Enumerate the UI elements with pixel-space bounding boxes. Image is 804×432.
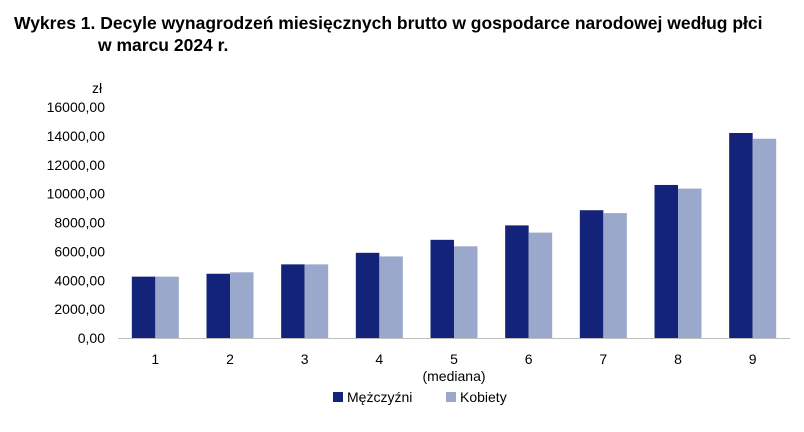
y-tick-label: 10000,00: [47, 186, 106, 202]
bar-mężczyźni-2: [206, 273, 230, 338]
bar-mężczyźni-6: [505, 225, 529, 338]
x-tick-label: 7: [599, 351, 607, 367]
legend: Mężczyźni Kobiety: [333, 389, 507, 405]
x-tick-label: 1: [151, 351, 159, 367]
bar-mężczyźni-5: [430, 239, 454, 338]
y-tick-label: 8000,00: [54, 215, 105, 231]
bar-kobiety-4: [379, 256, 403, 338]
x-tick-label: 9: [749, 351, 757, 367]
y-tick-label: 12000,00: [47, 157, 106, 173]
bar-kobiety-1: [155, 276, 179, 338]
bar-kobiety-7: [603, 213, 627, 338]
bar-kobiety-2: [230, 272, 254, 338]
x-tick-label: 8: [674, 351, 682, 367]
bar-kobiety-8: [678, 188, 702, 338]
bar-mężczyźni-3: [281, 264, 305, 338]
x-tick-label: 5: [450, 351, 458, 367]
chart-title-prefix: Wykres 1.: [14, 13, 96, 33]
x-tick-sublabel: (mediana): [422, 368, 485, 384]
legend-swatch-kobiety: [446, 392, 456, 402]
y-tick-label: 14000,00: [47, 128, 106, 144]
chart-title-line2: w marcu 2024 r.: [98, 35, 229, 55]
y-axis-ticks: 0,00 2000,00 4000,00 6000,00 8000,00 10000,00…: [47, 99, 106, 346]
x-tick-label: 3: [301, 351, 309, 367]
bar-mężczyźni-1: [131, 276, 156, 338]
bar-kobiety-5: [454, 246, 478, 338]
y-tick-label: 4000,00: [54, 272, 105, 288]
legend-swatch-mężczyźni: [333, 392, 343, 402]
bar-kobiety-9: [752, 138, 777, 338]
bar-mężczyźni-4: [355, 252, 380, 338]
legend-label-kobiety: Kobiety: [460, 389, 507, 405]
x-tick-label: 6: [525, 351, 533, 367]
bar-mężczyźni-9: [729, 132, 753, 338]
bar-kobiety-6: [528, 232, 553, 338]
chart-title: Wykres 1. Decyle wynagrodzeń miesięcznyc…: [14, 12, 794, 56]
bar-kobiety-3: [304, 264, 329, 338]
bar-mężczyźni-8: [654, 184, 678, 338]
legend-label-mężczyźni: Mężczyźni: [347, 389, 412, 405]
y-tick-label: 2000,00: [54, 301, 105, 317]
y-tick-label: 0,00: [78, 330, 105, 346]
bar-mężczyźni-7: [579, 210, 604, 338]
x-tick-label: 2: [226, 351, 234, 367]
y-tick-label: 16000,00: [47, 99, 106, 115]
y-tick-label: 6000,00: [54, 243, 105, 259]
chart-title-line1: Decyle wynagrodzeń miesięcznych brutto w…: [100, 13, 763, 33]
y-axis-unit-label: zł: [92, 80, 103, 96]
x-axis-ticks: 1 2 3 4 5(mediana) 6 7 8 9: [151, 351, 756, 384]
bars: [131, 132, 777, 338]
x-tick-label: 4: [375, 351, 383, 367]
